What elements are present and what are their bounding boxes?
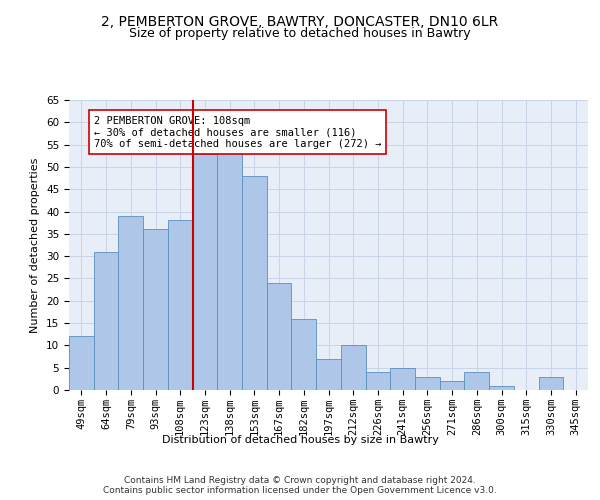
Bar: [69, 336, 94, 390]
Bar: [390, 368, 415, 390]
Text: 2 PEMBERTON GROVE: 108sqm
← 30% of detached houses are smaller (116)
70% of semi: 2 PEMBERTON GROVE: 108sqm ← 30% of detac…: [94, 116, 381, 149]
Bar: [292, 318, 316, 390]
Bar: [168, 220, 193, 390]
Bar: [489, 386, 514, 390]
Bar: [539, 376, 563, 390]
Bar: [464, 372, 489, 390]
Text: 2, PEMBERTON GROVE, BAWTRY, DONCASTER, DN10 6LR: 2, PEMBERTON GROVE, BAWTRY, DONCASTER, D…: [101, 15, 499, 29]
Y-axis label: Number of detached properties: Number of detached properties: [31, 158, 40, 332]
Text: Distribution of detached houses by size in Bawtry: Distribution of detached houses by size …: [161, 435, 439, 445]
Bar: [415, 376, 440, 390]
Bar: [193, 154, 217, 390]
Bar: [267, 283, 292, 390]
Bar: [118, 216, 143, 390]
Bar: [143, 230, 168, 390]
Text: Size of property relative to detached houses in Bawtry: Size of property relative to detached ho…: [129, 28, 471, 40]
Bar: [94, 252, 118, 390]
Bar: [341, 346, 365, 390]
Bar: [440, 381, 464, 390]
Text: Contains HM Land Registry data © Crown copyright and database right 2024.
Contai: Contains HM Land Registry data © Crown c…: [103, 476, 497, 495]
Bar: [217, 149, 242, 390]
Bar: [242, 176, 267, 390]
Bar: [365, 372, 390, 390]
Bar: [316, 359, 341, 390]
